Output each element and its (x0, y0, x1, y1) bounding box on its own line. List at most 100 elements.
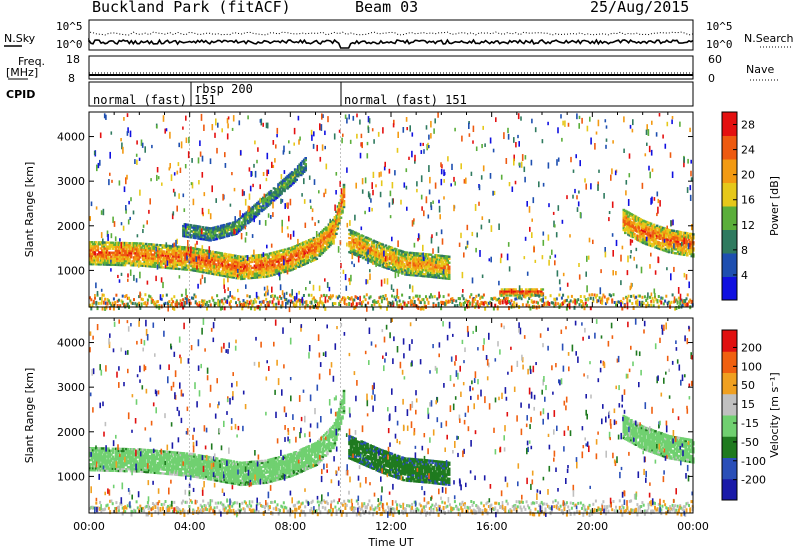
data-cell (657, 235, 660, 238)
data-cell (361, 243, 365, 246)
data-cell (646, 233, 650, 236)
data-cell (612, 270, 614, 276)
data-cell (255, 268, 258, 271)
data-cell (305, 300, 308, 305)
data-cell (469, 295, 471, 299)
data-cell (422, 268, 425, 272)
data-cell (144, 248, 148, 252)
data-cell (201, 234, 205, 237)
data-cell (283, 268, 287, 271)
data-cell (248, 193, 251, 200)
data-cell (646, 142, 648, 146)
data-cell (224, 163, 227, 168)
data-cell (303, 263, 306, 266)
data-cell (95, 255, 98, 258)
data-cell (99, 263, 103, 266)
data-cell (248, 218, 252, 221)
data-cell (185, 248, 189, 251)
data-cell (104, 306, 107, 311)
data-cell (126, 262, 130, 265)
data-cell (222, 229, 226, 233)
data-cell (443, 179, 445, 183)
data-cell (147, 253, 151, 256)
data-cell (149, 249, 152, 252)
data-cell (442, 269, 445, 275)
data-cell (303, 247, 306, 250)
data-cell (217, 251, 220, 255)
data-cell (345, 285, 348, 291)
data-cell (193, 249, 196, 252)
data-cell (367, 249, 369, 255)
data-cell (110, 268, 112, 272)
data-cell (662, 302, 665, 306)
data-cell (460, 232, 462, 239)
data-cell (135, 260, 139, 263)
data-cell (252, 254, 255, 257)
data-cell (667, 241, 671, 244)
data-cell (664, 249, 668, 253)
data-cell (209, 233, 212, 236)
data-cell (379, 242, 383, 246)
data-cell (126, 256, 130, 259)
data-cell (691, 224, 693, 231)
data-cell (291, 289, 293, 296)
data-cell (330, 242, 334, 245)
data-cell (419, 142, 422, 147)
data-cell (143, 254, 146, 258)
data-cell (402, 300, 405, 304)
data-cell (132, 252, 136, 255)
data-cell (341, 197, 344, 200)
data-cell (270, 274, 273, 277)
data-cell (110, 255, 113, 258)
data-cell (250, 260, 254, 264)
data-cell (212, 238, 215, 242)
data-cell (670, 229, 674, 232)
data-cell (649, 228, 653, 231)
data-cell (384, 250, 388, 253)
data-cell (581, 299, 583, 303)
data-cell (515, 297, 518, 301)
data-cell (364, 242, 368, 245)
data-cell (650, 299, 653, 303)
data-cell (247, 205, 250, 213)
data-cell (224, 289, 226, 294)
data-cell (225, 223, 229, 226)
data-cell (199, 262, 202, 265)
data-cell (123, 117, 125, 121)
data-cell (138, 262, 142, 265)
data-cell (105, 253, 109, 256)
data-cell (160, 304, 163, 309)
data-cell (404, 257, 407, 260)
data-cell (193, 255, 196, 258)
data-cell (260, 209, 264, 213)
data-cell (107, 245, 110, 248)
data-cell (256, 203, 259, 207)
data-cell (684, 243, 687, 247)
data-cell (639, 220, 642, 223)
data-cell (547, 121, 549, 126)
data-cell (270, 294, 273, 298)
data-cell (660, 234, 663, 237)
data-cell (505, 292, 508, 295)
data-cell (523, 292, 526, 295)
data-cell (649, 222, 653, 225)
data-cell (683, 249, 686, 254)
data-cell (437, 254, 440, 257)
data-cell (395, 264, 398, 267)
data-cell (330, 295, 333, 299)
data-cell (299, 301, 302, 306)
data-cell (235, 301, 237, 305)
data-cell (132, 260, 136, 263)
data-cell (355, 182, 357, 189)
data-cell (213, 228, 217, 231)
data-cell (117, 255, 121, 259)
data-cell (437, 260, 440, 263)
data-cell (637, 231, 641, 234)
data-cell (352, 298, 354, 302)
data-cell (407, 301, 410, 305)
data-cell (454, 127, 456, 132)
data-cell (414, 274, 418, 277)
data-cell (505, 158, 508, 164)
data-cell (173, 261, 177, 264)
data-cell (369, 252, 372, 255)
